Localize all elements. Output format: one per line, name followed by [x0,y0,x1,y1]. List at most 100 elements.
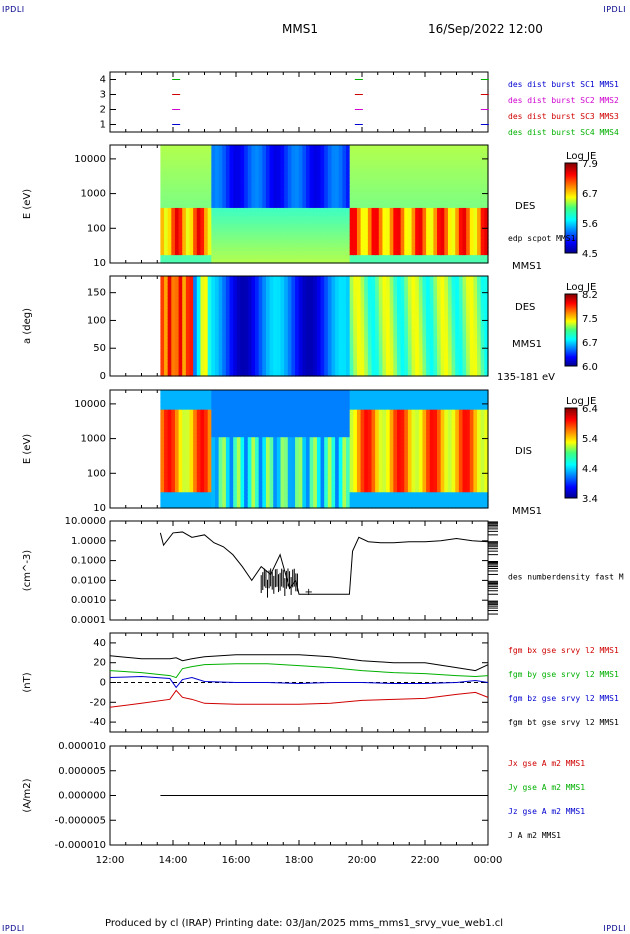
des-pitch-cell [171,356,176,360]
des-pitch-cell [229,359,234,364]
des-pitch-cell [178,346,183,350]
des-energy-cell [251,148,256,154]
des-pitch-cell [211,306,216,310]
des-energy-cell [236,152,242,158]
des-pitch-cell [269,359,274,364]
des-pitch-cell [222,312,227,317]
des-pitch-cell [204,289,209,294]
des-pitch-cell [331,329,336,334]
des-energy-cell [455,184,460,189]
des-pitch-cell [284,359,289,364]
des-pitch-cell [182,306,187,310]
des-pitch-cell [327,309,333,314]
des-energy-cell [167,255,172,260]
des-energy-cell [207,145,212,150]
des-energy-cell [225,196,231,201]
des-energy-cell [225,164,231,170]
des-energy-cell [327,239,333,244]
des-pitch-cell [160,312,165,317]
des-pitch-cell [171,366,176,370]
des-pitch-cell [185,336,191,340]
des-energy-cell [265,160,271,166]
des-energy-cell [291,215,296,221]
des-energy-cell [313,200,318,205]
des-energy-cell [386,196,391,201]
des-pitch-cell [204,306,209,310]
des-energy-cell [313,219,318,225]
des-energy-cell [262,247,267,252]
des-pitch-cell [327,319,333,324]
des-pitch-cell [164,292,169,297]
des-energy-cell [331,176,336,181]
des-energy-cell [418,200,424,205]
des-energy-cell [269,145,274,150]
des-pitch-cell [174,372,180,377]
des-pitch-cell [258,349,263,354]
des-pitch-cell [327,326,333,330]
des-pitch-cell [229,339,234,344]
des-energy-cell [418,235,424,240]
des-pitch-cell [287,319,293,324]
des-energy-cell [375,180,380,185]
des-pitch-cell [346,369,351,374]
des-pitch-cell [338,279,343,284]
des-energy-cell [313,215,318,221]
des-energy-cell [320,239,325,244]
des-pitch-cell [360,286,365,290]
des-pitch-cell [378,372,384,377]
des-pitch-cell [353,292,358,297]
des-pitch-cell [324,369,329,374]
des-pitch-cell [174,312,180,317]
des-energy-cell [426,211,431,217]
des-energy-cell [174,192,180,197]
des-energy-cell [389,235,394,240]
des-energy-cell [185,243,191,248]
des-energy-cell [284,207,289,213]
des-pitch-cell [240,279,245,284]
des-energy-cell [233,215,238,221]
des-energy-cell [287,243,293,248]
des-energy-cell [440,259,445,264]
des-energy-cell [298,251,303,256]
des-energy-cell [349,211,354,217]
des-energy-cell [404,164,409,170]
des-energy-cell [437,152,442,158]
des-energy-cell [182,255,187,260]
des-pitch-cell [196,316,202,320]
des-energy-cell [437,211,442,217]
des-pitch-cell [298,346,303,350]
des-pitch-cell [280,352,285,357]
des-pitch-cell [207,349,212,354]
des-energy-cell [287,239,293,244]
des-pitch-cell [233,362,238,367]
des-pitch-cell [269,316,274,320]
des-energy-cell [313,243,318,248]
des-energy-cell [218,156,223,162]
des-energy-cell [309,215,314,221]
des-energy-cell [171,259,176,264]
des-pitch-cell [189,279,194,284]
des-energy-cell [287,176,293,181]
des-energy-cell [400,168,405,174]
des-pitch-cell [331,366,336,370]
des-energy-cell [451,204,456,209]
des-pitch-cell [265,316,271,320]
des-pitch-cell [262,352,267,357]
des-energy-cell [389,180,394,185]
des-pitch-cell [280,299,285,304]
des-pitch-cell [189,369,194,374]
des-energy-cell [327,180,333,185]
des-energy-cell [262,259,267,264]
des-energy-cell [218,145,223,150]
des-energy-cell [404,255,409,260]
des-energy-cell [342,259,347,264]
des-energy-cell [437,196,442,201]
des-energy-cell [455,156,460,162]
des-pitch-cell [273,289,278,294]
des-pitch-cell [251,322,256,327]
des-pitch-cell [200,322,205,327]
des-pitch-cell [233,349,238,354]
des-pitch-cell [284,342,289,347]
des-energy-cell [196,251,202,256]
des-pitch-cell [306,276,311,280]
